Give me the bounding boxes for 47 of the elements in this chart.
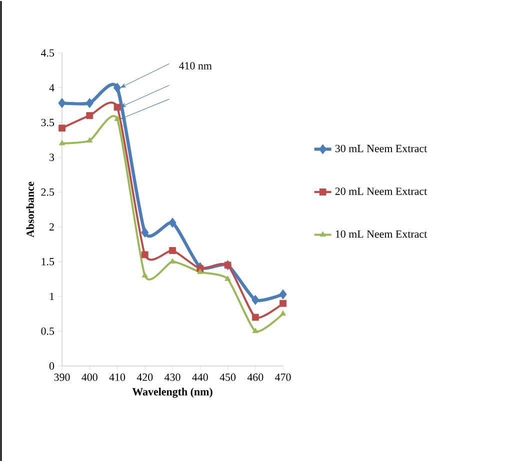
y-tick-label: 1 xyxy=(50,292,54,300)
point xyxy=(252,294,260,305)
point xyxy=(114,104,121,111)
point xyxy=(58,140,66,146)
y-tick-label: 0.5 xyxy=(41,327,54,335)
point xyxy=(141,227,149,238)
point xyxy=(86,112,94,120)
x-tick-label: 400 xyxy=(82,374,98,381)
x-tick-label: 450 xyxy=(220,374,236,381)
point xyxy=(86,137,93,142)
x-tick-label: 470 xyxy=(275,374,291,381)
point xyxy=(114,116,120,121)
point xyxy=(224,276,231,281)
point xyxy=(197,268,204,274)
point xyxy=(86,98,94,108)
point xyxy=(113,82,122,93)
point xyxy=(58,98,66,108)
x-axis-title: Wavelength (nm) xyxy=(132,388,212,398)
point xyxy=(252,328,258,334)
point xyxy=(142,272,148,278)
point xyxy=(252,314,259,321)
x-tick-label: 430 xyxy=(164,374,180,381)
point xyxy=(279,289,287,300)
y-tick-label: 2.5 xyxy=(41,188,54,196)
y-tick-label: 0 xyxy=(49,362,54,370)
x-tick-label: 440 xyxy=(192,374,208,381)
point xyxy=(280,310,286,316)
x-tick-label: 420 xyxy=(136,374,153,381)
point xyxy=(58,124,66,132)
y-tick-label: 4.5 xyxy=(41,49,54,57)
point xyxy=(141,251,148,258)
x-tick-label: 390 xyxy=(54,374,70,381)
legend-label: 20 mL Neem Extract xyxy=(335,188,428,195)
x-tick-label: 460 xyxy=(247,374,264,381)
y-tick-label: 4 xyxy=(49,84,54,92)
point xyxy=(169,247,176,254)
legend-label: 10 mL Neem Extract xyxy=(336,230,428,238)
y-axis-title: Absorbance xyxy=(26,182,34,238)
x-tick-label: 410 xyxy=(109,374,126,381)
annotation: 410 nm xyxy=(178,62,212,70)
point xyxy=(168,218,176,228)
y-tick-label: 3 xyxy=(50,154,54,162)
legend-label: 30 mL Neem Extract xyxy=(335,144,428,152)
y-tick-label: 2 xyxy=(49,223,54,231)
point xyxy=(280,300,286,307)
y-tick-label: 1.5 xyxy=(42,258,54,266)
y-tick-label: 3.5 xyxy=(41,118,54,126)
